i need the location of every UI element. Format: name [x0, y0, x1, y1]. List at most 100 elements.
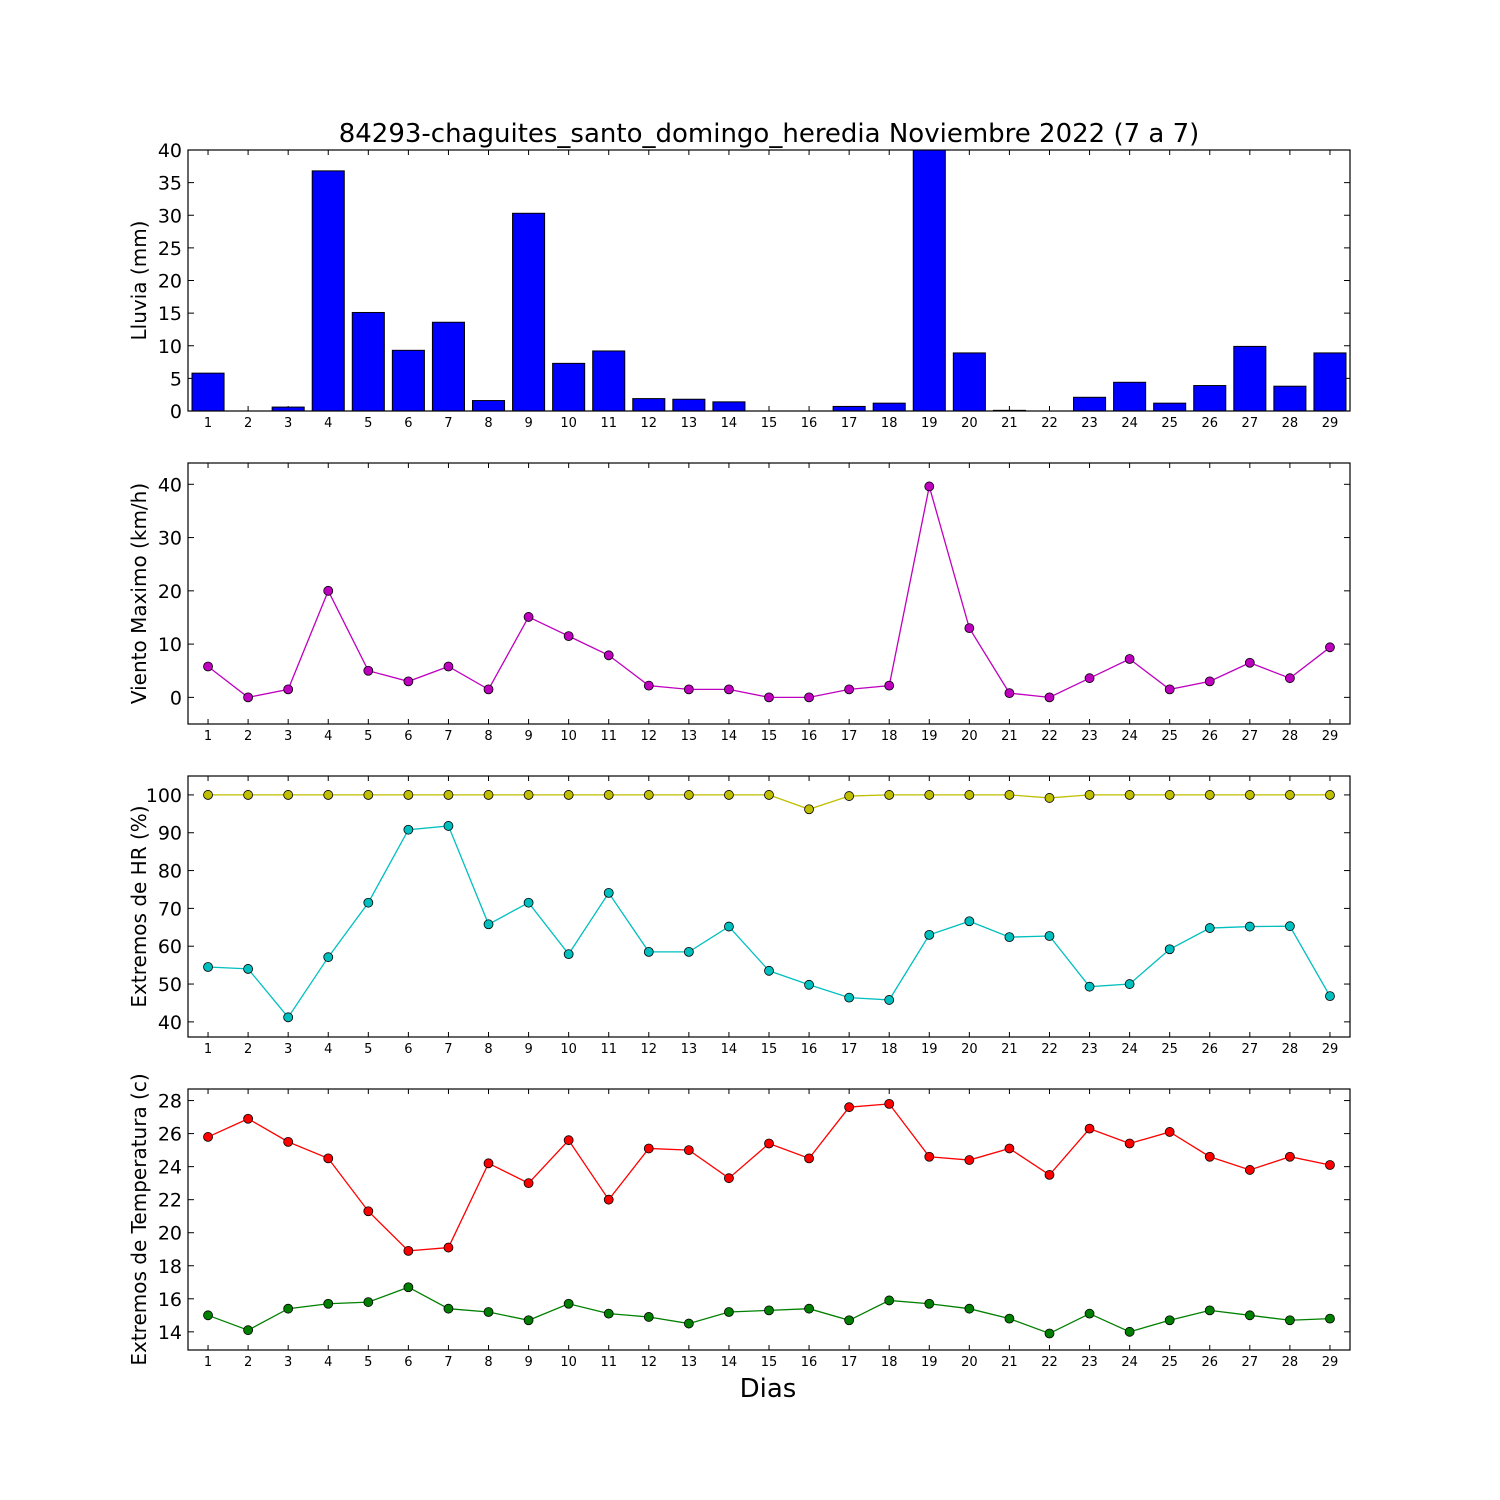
- x-tick-label: 7: [444, 416, 452, 431]
- data-point: [964, 623, 975, 634]
- y-tick-label: 80: [158, 861, 182, 883]
- y-tick-label: 70: [158, 898, 182, 920]
- data-point: [1044, 931, 1055, 941]
- bar: [431, 321, 465, 412]
- x-tick-label: 2: [244, 729, 252, 744]
- x-tick-label: 10: [560, 416, 577, 431]
- x-tick-label: 7: [444, 1042, 452, 1057]
- bar: [872, 402, 906, 412]
- data-point: [1284, 673, 1295, 684]
- y-tick-label: 40: [158, 1012, 182, 1034]
- bar: [391, 349, 425, 412]
- data-point: [363, 1297, 374, 1307]
- x-tick-label: 2: [244, 1042, 252, 1057]
- x-tick-label: 11: [600, 416, 617, 431]
- data-point: [523, 790, 534, 800]
- x-tick-label: 18: [881, 416, 898, 431]
- x-tick-label: 1: [204, 1355, 212, 1370]
- bar: [351, 311, 385, 412]
- data-point: [643, 680, 654, 691]
- data-point: [563, 1298, 574, 1309]
- data-point: [203, 1310, 213, 1321]
- data-point: [1004, 932, 1015, 943]
- x-tick-label: 5: [364, 416, 372, 431]
- data-point: [523, 612, 534, 622]
- data-point: [1044, 793, 1055, 803]
- x-tick-label: 15: [761, 729, 778, 744]
- data-point: [603, 790, 614, 800]
- data-point: [764, 965, 774, 976]
- x-tick-label: 23: [1081, 416, 1098, 431]
- data-point: [323, 1298, 334, 1309]
- x-tick-label: 13: [681, 1355, 698, 1370]
- x-tick-label: 18: [881, 1355, 898, 1370]
- data-point: [603, 1194, 614, 1205]
- data-point: [523, 897, 534, 908]
- data-point: [483, 1307, 494, 1317]
- x-tick-label: 9: [524, 729, 532, 744]
- x-tick-label: 25: [1161, 1355, 1178, 1370]
- x-tick-label: 29: [1322, 1042, 1339, 1057]
- data-point: [603, 1308, 614, 1319]
- data-point: [1325, 991, 1335, 1002]
- y-tick-label: 90: [158, 823, 182, 845]
- data-point: [1044, 692, 1055, 703]
- x-tick-label: 25: [1161, 729, 1178, 744]
- x-tick-label: 20: [961, 1355, 978, 1370]
- data-point: [1124, 1326, 1135, 1337]
- data-point: [683, 946, 694, 957]
- y-tick-label: 30: [158, 205, 182, 227]
- data-point: [203, 962, 213, 972]
- data-point: [1044, 1169, 1055, 1180]
- y-tick-label: 22: [158, 1190, 182, 1212]
- x-tick-label: 5: [364, 1355, 372, 1370]
- data-point: [283, 790, 294, 800]
- data-point: [964, 1155, 975, 1165]
- x-tick-label: 16: [801, 416, 818, 431]
- data-point: [1325, 790, 1335, 800]
- x-tick-label: 14: [721, 729, 738, 744]
- y-axis-label: Extremos de Temperatura (c): [127, 1073, 151, 1365]
- x-tick-label: 26: [1201, 1042, 1218, 1057]
- data-point: [1084, 1123, 1095, 1134]
- data-point: [403, 676, 414, 687]
- data-point: [643, 790, 654, 800]
- x-tick-label: 16: [801, 729, 818, 744]
- data-point: [764, 790, 774, 800]
- x-tick-label: 13: [681, 416, 698, 431]
- y-tick-label: 40: [158, 474, 182, 496]
- data-point: [443, 1242, 454, 1253]
- x-tick-label: 6: [404, 1355, 412, 1370]
- data-point: [724, 790, 734, 800]
- data-point: [1204, 676, 1215, 687]
- data-point: [804, 1303, 814, 1314]
- x-tick-label: 19: [921, 729, 938, 744]
- y-axis-label: Lluvia (mm): [127, 221, 151, 341]
- data-point: [1084, 981, 1095, 992]
- x-tick-label: 21: [1001, 1042, 1018, 1057]
- y-tick-label: 18: [158, 1256, 182, 1278]
- x-tick-label: 1: [204, 416, 212, 431]
- x-tick-label: 22: [1041, 1042, 1058, 1057]
- data-point: [1084, 1308, 1095, 1319]
- bar: [592, 350, 626, 412]
- data-point: [844, 992, 855, 1003]
- x-tick-label: 18: [881, 1042, 898, 1057]
- data-point: [1204, 923, 1215, 933]
- x-tick-label: 20: [961, 416, 978, 431]
- x-tick-label: 1: [204, 1042, 212, 1057]
- data-point: [1325, 1313, 1335, 1324]
- data-point: [523, 1315, 534, 1326]
- x-tick-label: 28: [1282, 416, 1299, 431]
- x-tick-label: 3: [284, 416, 292, 431]
- x-tick-label: 17: [841, 1355, 858, 1370]
- data-point: [1164, 1315, 1175, 1326]
- y-tick-label: 10: [158, 634, 182, 656]
- data-point: [844, 1102, 855, 1113]
- plot-frame: [187, 149, 1351, 412]
- x-tick-label: 8: [484, 1042, 492, 1057]
- x-tick-label: 27: [1242, 729, 1259, 744]
